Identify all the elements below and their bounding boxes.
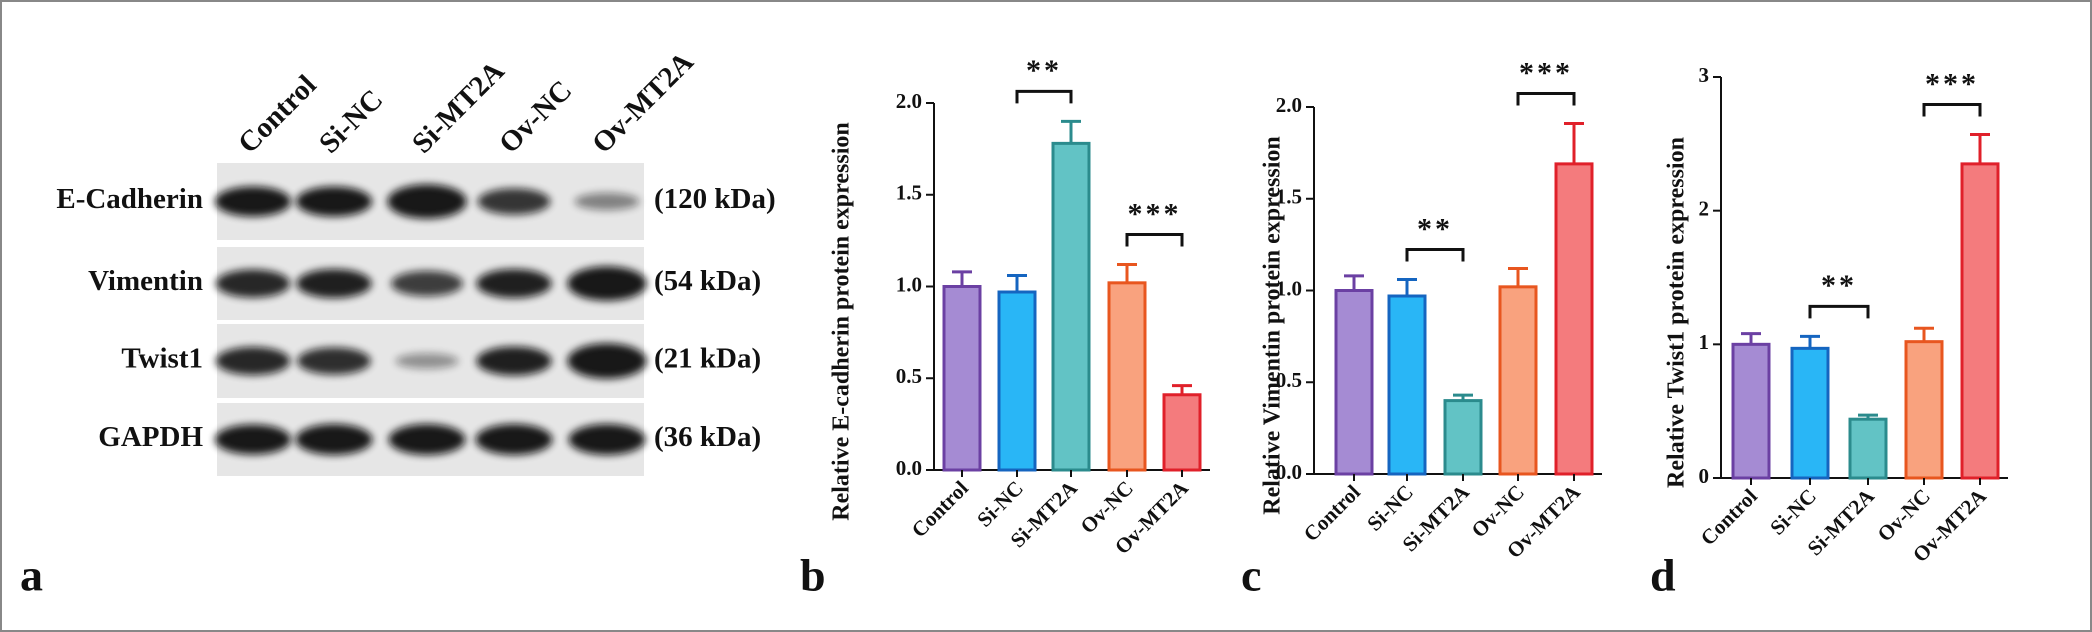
band <box>477 188 551 215</box>
panel-label: d <box>1650 550 1676 601</box>
band <box>568 424 646 455</box>
panel-label: b <box>800 550 826 601</box>
band <box>296 186 372 217</box>
significance-bracket <box>1808 304 1870 319</box>
y-tick-label: 1.0 <box>896 272 922 296</box>
bar <box>1790 346 1830 480</box>
significance-label: *** <box>1925 67 1979 100</box>
panel-label: c <box>1241 550 1261 601</box>
band <box>567 266 647 301</box>
y-tick-label: 0.5 <box>1276 368 1302 392</box>
bar <box>1554 162 1594 476</box>
band <box>391 270 463 297</box>
y-tick-label: 1.5 <box>1276 185 1302 209</box>
significance-label: ** <box>1821 269 1857 302</box>
y-axis-label: Relative E-cadherin protein expression <box>829 122 855 520</box>
bar <box>1731 342 1771 480</box>
y-tick-label: 1.5 <box>896 181 922 205</box>
band <box>476 346 552 376</box>
bar <box>1960 162 2000 480</box>
panel-label: a <box>20 550 43 601</box>
band <box>567 343 647 379</box>
bar <box>1162 393 1202 472</box>
band <box>574 192 640 211</box>
protein-name: Vimentin <box>88 265 203 297</box>
bar <box>1334 289 1374 476</box>
band <box>475 424 553 455</box>
y-axis-label: Relative Twist1 protein expression <box>1664 137 1690 488</box>
y-tick-label: 0.0 <box>1276 460 1302 484</box>
band <box>295 424 373 455</box>
significance-bracket <box>1516 92 1576 106</box>
bar <box>942 285 982 472</box>
significance-label: ** <box>1026 54 1062 87</box>
protein-name: E-Cadherin <box>56 183 203 215</box>
band <box>387 184 467 219</box>
bar <box>1904 340 1944 480</box>
band <box>215 424 291 455</box>
significance-bracket <box>1125 232 1184 247</box>
y-tick-label: 0.5 <box>896 364 922 388</box>
band <box>215 346 291 376</box>
band <box>296 268 372 299</box>
protein-name: Twist1 <box>121 343 203 375</box>
significance-bracket <box>1015 89 1073 104</box>
significance-label: ** <box>1417 212 1453 245</box>
protein-size: (36 kDa) <box>654 421 761 453</box>
bar <box>1848 417 1888 480</box>
y-tick-label: 3 <box>1699 63 1710 87</box>
significance-label: *** <box>1128 197 1182 230</box>
band <box>297 347 371 375</box>
band <box>215 269 291 298</box>
protein-size: (54 kDa) <box>654 265 761 297</box>
band <box>388 424 466 455</box>
y-axis-label: Relative Vimentin protein expression <box>1260 136 1286 514</box>
protein-name: GAPDH <box>98 421 203 453</box>
protein-size: (21 kDa) <box>654 343 761 375</box>
bar <box>1387 294 1427 476</box>
y-tick-label: 1 <box>1699 330 1710 354</box>
band <box>476 268 552 299</box>
significance-bracket <box>1405 247 1465 262</box>
bar <box>1443 399 1483 476</box>
significance-label: *** <box>1519 56 1573 89</box>
bar <box>997 290 1037 472</box>
y-tick-label: 1.0 <box>1276 276 1302 300</box>
y-tick-label: 2 <box>1699 196 1710 220</box>
bar <box>1051 141 1091 472</box>
bar <box>1107 281 1147 472</box>
band <box>215 186 291 217</box>
y-tick-label: 2.0 <box>1276 93 1302 117</box>
band <box>395 353 459 369</box>
significance-bracket <box>1922 102 1982 117</box>
protein-size: (120 kDa) <box>654 183 776 215</box>
y-tick-label: 2.0 <box>896 89 922 113</box>
y-tick-label: 0.0 <box>896 456 922 480</box>
y-tick-label: 0 <box>1699 464 1710 488</box>
bar <box>1498 285 1538 476</box>
